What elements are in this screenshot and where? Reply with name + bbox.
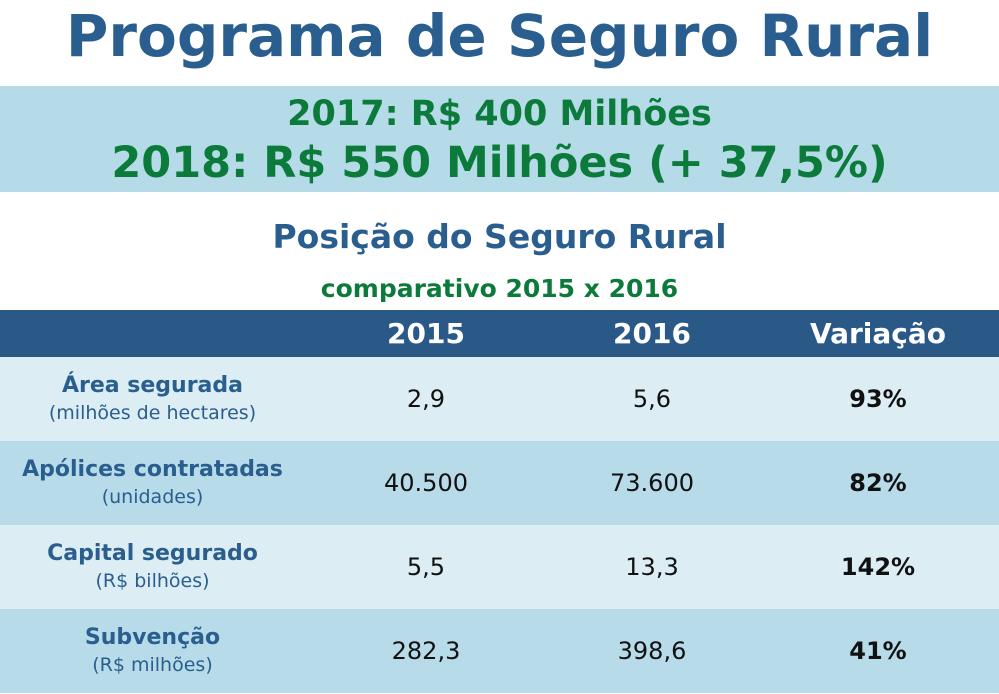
table-header: 2015 2016 Variação [0,310,999,357]
variation-value: 93% [849,385,907,413]
value-2015: 40.500 [384,469,468,497]
comparison-table: 2015 2016 Variação Área segurada (milhõe… [0,310,999,693]
value-2015: 5,5 [406,553,446,581]
row-label: Área segurada [61,373,244,398]
section-subtitle: comparativo 2015 x 2016 [320,274,679,303]
budget-banner: 2017: R$ 400 Milhões 2018: R$ 550 Milhõe… [0,86,999,192]
value-2016: 13,3 [625,553,679,581]
header-2016: 2016 [613,317,691,350]
header-label-column [0,310,305,357]
variation-value: 142% [840,553,916,581]
budget-2017: 2017: R$ 400 Milhões [287,94,712,134]
row-label-cell: Apólices contratadas (unidades) [0,441,305,525]
page-title: Programa de Seguro Rural [65,2,934,70]
variation-value: 41% [849,637,907,665]
row-unit: (unidades) [101,486,204,508]
table-row: Subvenção (R$ milhões) 282,3 398,6 41% [0,609,999,693]
table-row: Área segurada (milhões de hectares) 2,9 … [0,357,999,441]
row-unit: (R$ milhões) [92,654,213,676]
row-label-cell: Área segurada (milhões de hectares) [0,357,305,441]
header-2015: 2015 [387,317,465,350]
row-unit: (milhões de hectares) [48,402,257,424]
budget-2018: 2018: R$ 550 Milhões (+ 37,5%) [111,138,888,188]
value-2016: 5,6 [632,385,672,413]
value-2015: 2,9 [406,385,446,413]
row-label: Subvenção [84,625,221,650]
row-label: Capital segurado [47,541,258,566]
value-2015: 282,3 [391,637,461,665]
variation-value: 82% [849,469,907,497]
row-label-cell: Subvenção (R$ milhões) [0,609,305,693]
row-unit: (R$ bilhões) [95,570,210,592]
table-row: Capital segurado (R$ bilhões) 5,5 13,3 1… [0,525,999,609]
value-2016: 73.600 [610,469,694,497]
row-label-cell: Capital segurado (R$ bilhões) [0,525,305,609]
row-label: Apólices contratadas [22,457,283,482]
section-title: Posição do Seguro Rural [272,217,727,256]
table-row: Apólices contratadas (unidades) 40.500 7… [0,441,999,525]
value-2016: 398,6 [617,637,687,665]
header-variation: Variação [809,317,947,350]
